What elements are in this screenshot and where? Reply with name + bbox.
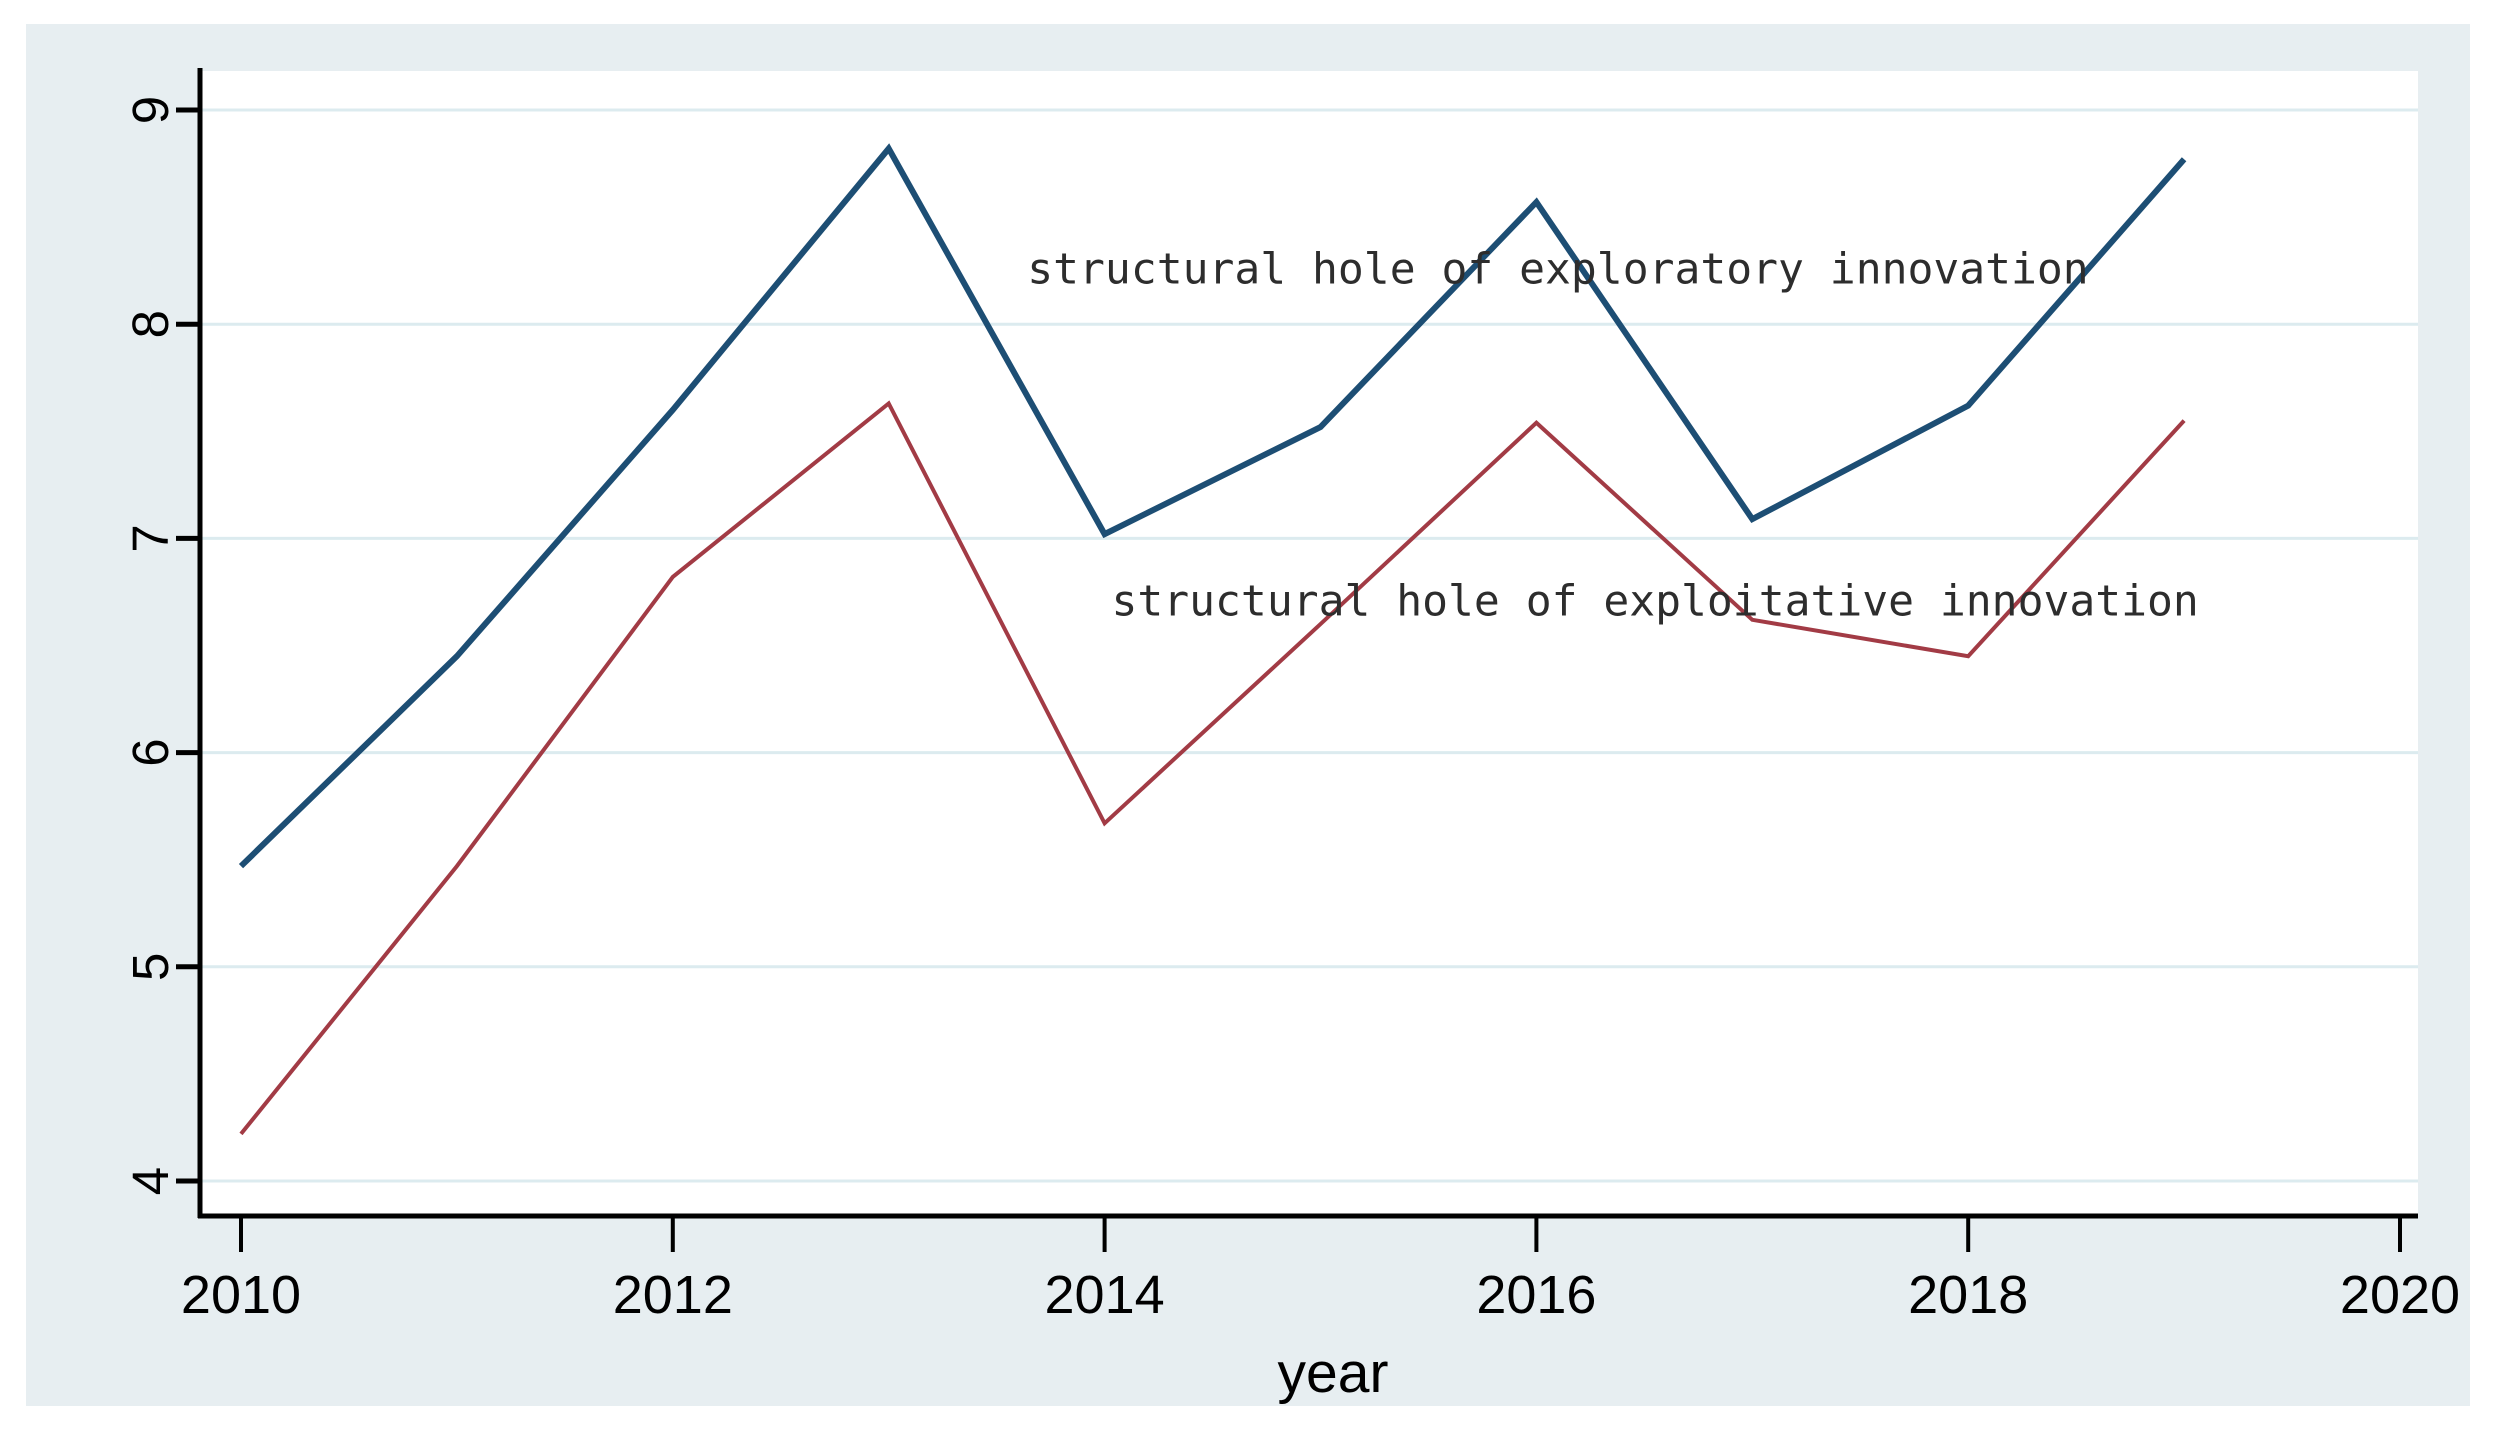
x-tick-label: 2020 bbox=[2340, 1265, 2460, 1325]
annotations-group: structural hole of exploratory innovatio… bbox=[1027, 245, 2199, 627]
y-tick-label: 7 bbox=[122, 524, 179, 552]
y-tick-label: 5 bbox=[122, 953, 179, 981]
x-tick-label: 2018 bbox=[1908, 1265, 2028, 1325]
x-tick-label: 2016 bbox=[1476, 1265, 1596, 1325]
exploratory-innovation-line bbox=[238, 143, 2187, 869]
exploitative-line-label: structural hole of exploitative innovati… bbox=[1111, 577, 2198, 627]
x-tick-label: 2012 bbox=[613, 1265, 733, 1325]
exploratory-line-label: structural hole of exploratory innovatio… bbox=[1027, 245, 2088, 295]
x-axis-title: year bbox=[1278, 1341, 1389, 1405]
y-tick-label: 9 bbox=[122, 96, 179, 124]
x-tick-label: 2014 bbox=[1045, 1265, 1165, 1325]
data-series-group bbox=[238, 143, 2187, 1136]
x-axis-ticks-group: 2010 2012 2014 2016 2018 2020 bbox=[181, 1216, 2460, 1325]
y-tick-label: 8 bbox=[122, 310, 179, 338]
plot-area bbox=[200, 71, 2418, 1216]
exploitative-innovation-line bbox=[239, 400, 2186, 1136]
gridlines-group bbox=[200, 108, 2418, 1183]
y-tick-label: 6 bbox=[122, 738, 179, 766]
x-tick-label: 2010 bbox=[181, 1265, 301, 1325]
y-axis-ticks-group: 4 5 6 7 8 9 bbox=[122, 96, 200, 1195]
y-tick-label: 4 bbox=[122, 1167, 179, 1195]
